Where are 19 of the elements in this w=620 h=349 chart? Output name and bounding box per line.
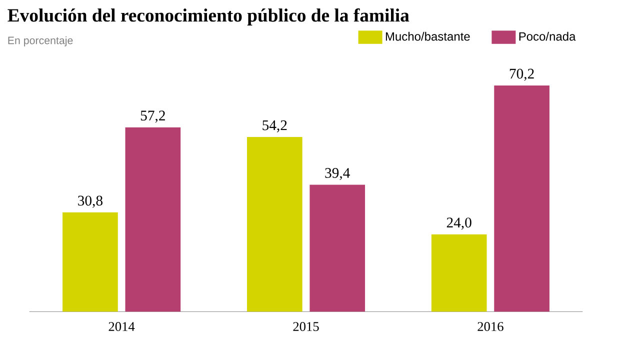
data-label: 70,2 <box>510 68 534 81</box>
bar <box>125 127 181 312</box>
legend-label: Mucho/bastante <box>386 32 470 41</box>
chart-subtitle: En porcentaje <box>8 36 73 46</box>
x-tick-label: 2014 <box>108 322 135 332</box>
data-label: 54,2 <box>262 120 287 132</box>
legend-label: Poco/nada <box>519 32 576 41</box>
data-label: 24,0 <box>446 218 472 230</box>
chart-title: Evolución del reconocimiento público de la familia <box>8 8 410 26</box>
bar <box>62 212 118 312</box>
bar <box>246 137 302 312</box>
bar <box>310 184 366 312</box>
bar <box>431 234 487 312</box>
x-tick-label: 2015 <box>293 322 319 332</box>
bar <box>494 85 550 312</box>
data-label: 30,8 <box>78 196 102 208</box>
data-label: 57,2 <box>140 110 165 123</box>
data-label: 39,4 <box>325 168 350 180</box>
x-tick-label: 2016 <box>478 322 504 332</box>
